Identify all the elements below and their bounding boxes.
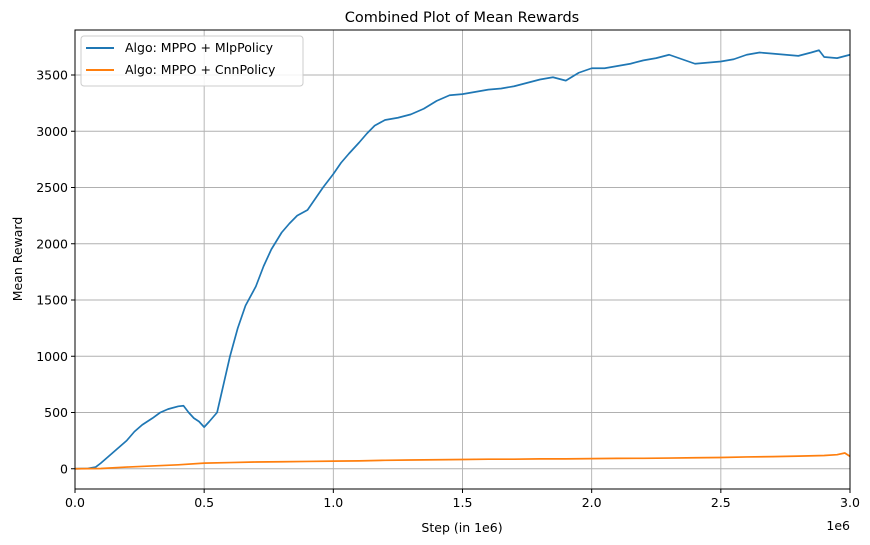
y-axis-title: Mean Reward — [10, 217, 25, 302]
x-tick-label-5: 2.5 — [711, 495, 731, 510]
x-tick-label-1: 0.5 — [194, 495, 214, 510]
legend: Algo: MPPO + MlpPolicy Algo: MPPO + CnnP… — [80, 35, 304, 87]
x-axis-title: Step (in 1e6) — [421, 520, 502, 535]
x-tick-label-4: 2.0 — [582, 495, 602, 510]
legend-label-mlp: Algo: MPPO + MlpPolicy — [125, 40, 274, 55]
series-lines — [74, 49, 851, 470]
series-line-0 — [74, 49, 851, 470]
y-tick-label-0: 0 — [60, 461, 68, 476]
chart-title: Combined Plot of Mean Rewards — [345, 10, 579, 26]
x-tick-label-0: 0.0 — [65, 495, 85, 510]
y-tick-label-4: 2000 — [36, 236, 68, 251]
y-tick-label-7: 3500 — [36, 68, 68, 83]
series-line-1 — [74, 452, 851, 470]
axis-ticks: 0.0 0.5 1.0 1.5 2.0 2.5 3.0 0 500 1000 1500 2000 250… — [36, 68, 860, 511]
y-tick-label-3: 1500 — [36, 293, 68, 308]
x-tick-label-6: 3.0 — [840, 495, 860, 510]
legend-label-cnn: Algo: MPPO + CnnPolicy — [125, 62, 276, 77]
x-tick-label-2: 1.0 — [323, 495, 343, 510]
y-tick-label-1: 500 — [44, 405, 68, 420]
y-tick-label-5: 2500 — [36, 180, 68, 195]
x-tick-label-3: 1.5 — [453, 495, 473, 510]
grid-lines — [74, 30, 851, 489]
x-axis-offset-label: 1e6 — [826, 518, 850, 533]
y-tick-label-6: 3000 — [36, 124, 68, 139]
y-tick-label-2: 1000 — [36, 349, 68, 364]
legend-box — [80, 35, 304, 87]
